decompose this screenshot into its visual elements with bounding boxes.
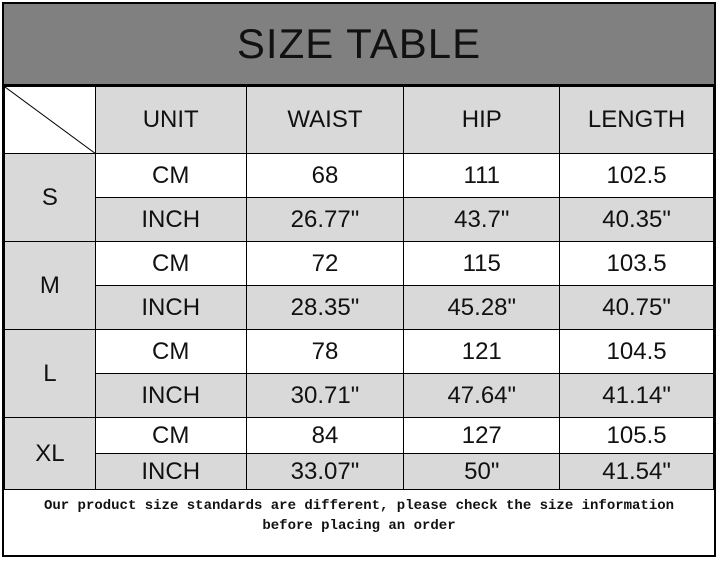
table-row: INCH 30.71" 47.64" 41.14" <box>5 373 714 418</box>
length-cell: 102.5 <box>559 153 714 198</box>
corner-cell <box>4 86 96 154</box>
hip-cell: 115 <box>403 241 561 286</box>
waist-cell: 78 <box>245 329 405 374</box>
table-row: S CM 68 111 102.5 <box>4 153 714 242</box>
waist-cell: 30.71" <box>245 373 405 418</box>
unit-cell: CM <box>94 329 247 374</box>
length-cell: 103.5 <box>559 241 714 286</box>
size-table: UNIT WAIST HIP LENGTH S CM 68 111 102.5 INCH 2… <box>4 86 714 490</box>
length-cell: 40.35" <box>559 197 714 242</box>
size-label: S <box>4 153 96 242</box>
length-cell: 41.54" <box>559 453 714 490</box>
waist-cell: 33.07" <box>245 453 405 490</box>
table-row: XL CM 84 127 105.5 <box>4 417 714 490</box>
header-row: UNIT WAIST HIP LENGTH <box>4 86 714 154</box>
unit-cell: CM <box>94 241 247 286</box>
hip-cell: 47.64" <box>403 373 561 418</box>
unit-cell: CM <box>94 417 247 454</box>
table-row: INCH 28.35" 45.28" 40.75" <box>5 285 714 330</box>
unit-cell: INCH <box>94 285 247 330</box>
size-label: XL <box>4 417 96 490</box>
size-label: M <box>4 241 96 330</box>
waist-cell: 72 <box>245 241 405 286</box>
unit-cell: CM <box>94 153 247 198</box>
unit-cell: INCH <box>94 453 247 490</box>
header-length: LENGTH <box>559 86 714 154</box>
table-row: L CM 78 121 104.5 <box>4 329 714 418</box>
table-row: M CM 72 115 103.5 <box>4 241 714 330</box>
diagonal-line-icon <box>5 87 96 154</box>
waist-cell: 28.35" <box>245 285 405 330</box>
hip-cell: 45.28" <box>403 285 561 330</box>
size-label: L <box>4 329 96 418</box>
unit-cell: INCH <box>94 373 247 418</box>
page-title: SIZE TABLE <box>4 4 714 86</box>
length-cell: 41.14" <box>559 373 714 418</box>
unit-cell: INCH <box>94 197 247 242</box>
waist-cell: 68 <box>245 153 405 198</box>
hip-cell: 43.7" <box>403 197 561 242</box>
hip-cell: 127 <box>403 417 561 454</box>
length-cell: 105.5 <box>559 417 714 454</box>
hip-cell: 121 <box>403 329 561 374</box>
table-row: INCH 33.07" 50" 41.54" <box>5 453 714 490</box>
table-row: INCH 26.77" 43.7" 40.35" <box>5 197 714 242</box>
length-cell: 40.75" <box>559 285 714 330</box>
note-line-1: Our product size standards are different… <box>43 498 675 514</box>
header-waist: WAIST <box>245 86 405 154</box>
hip-cell: 111 <box>403 153 561 198</box>
hip-cell: 50" <box>403 453 561 490</box>
header-unit: UNIT <box>94 86 247 154</box>
header-hip: HIP <box>403 86 561 154</box>
waist-cell: 26.77" <box>245 197 405 242</box>
length-cell: 104.5 <box>559 329 714 374</box>
waist-cell: 84 <box>245 417 405 454</box>
note-line-2: before placing an order <box>262 518 456 534</box>
size-note: Our product size standards are different… <box>4 488 714 555</box>
